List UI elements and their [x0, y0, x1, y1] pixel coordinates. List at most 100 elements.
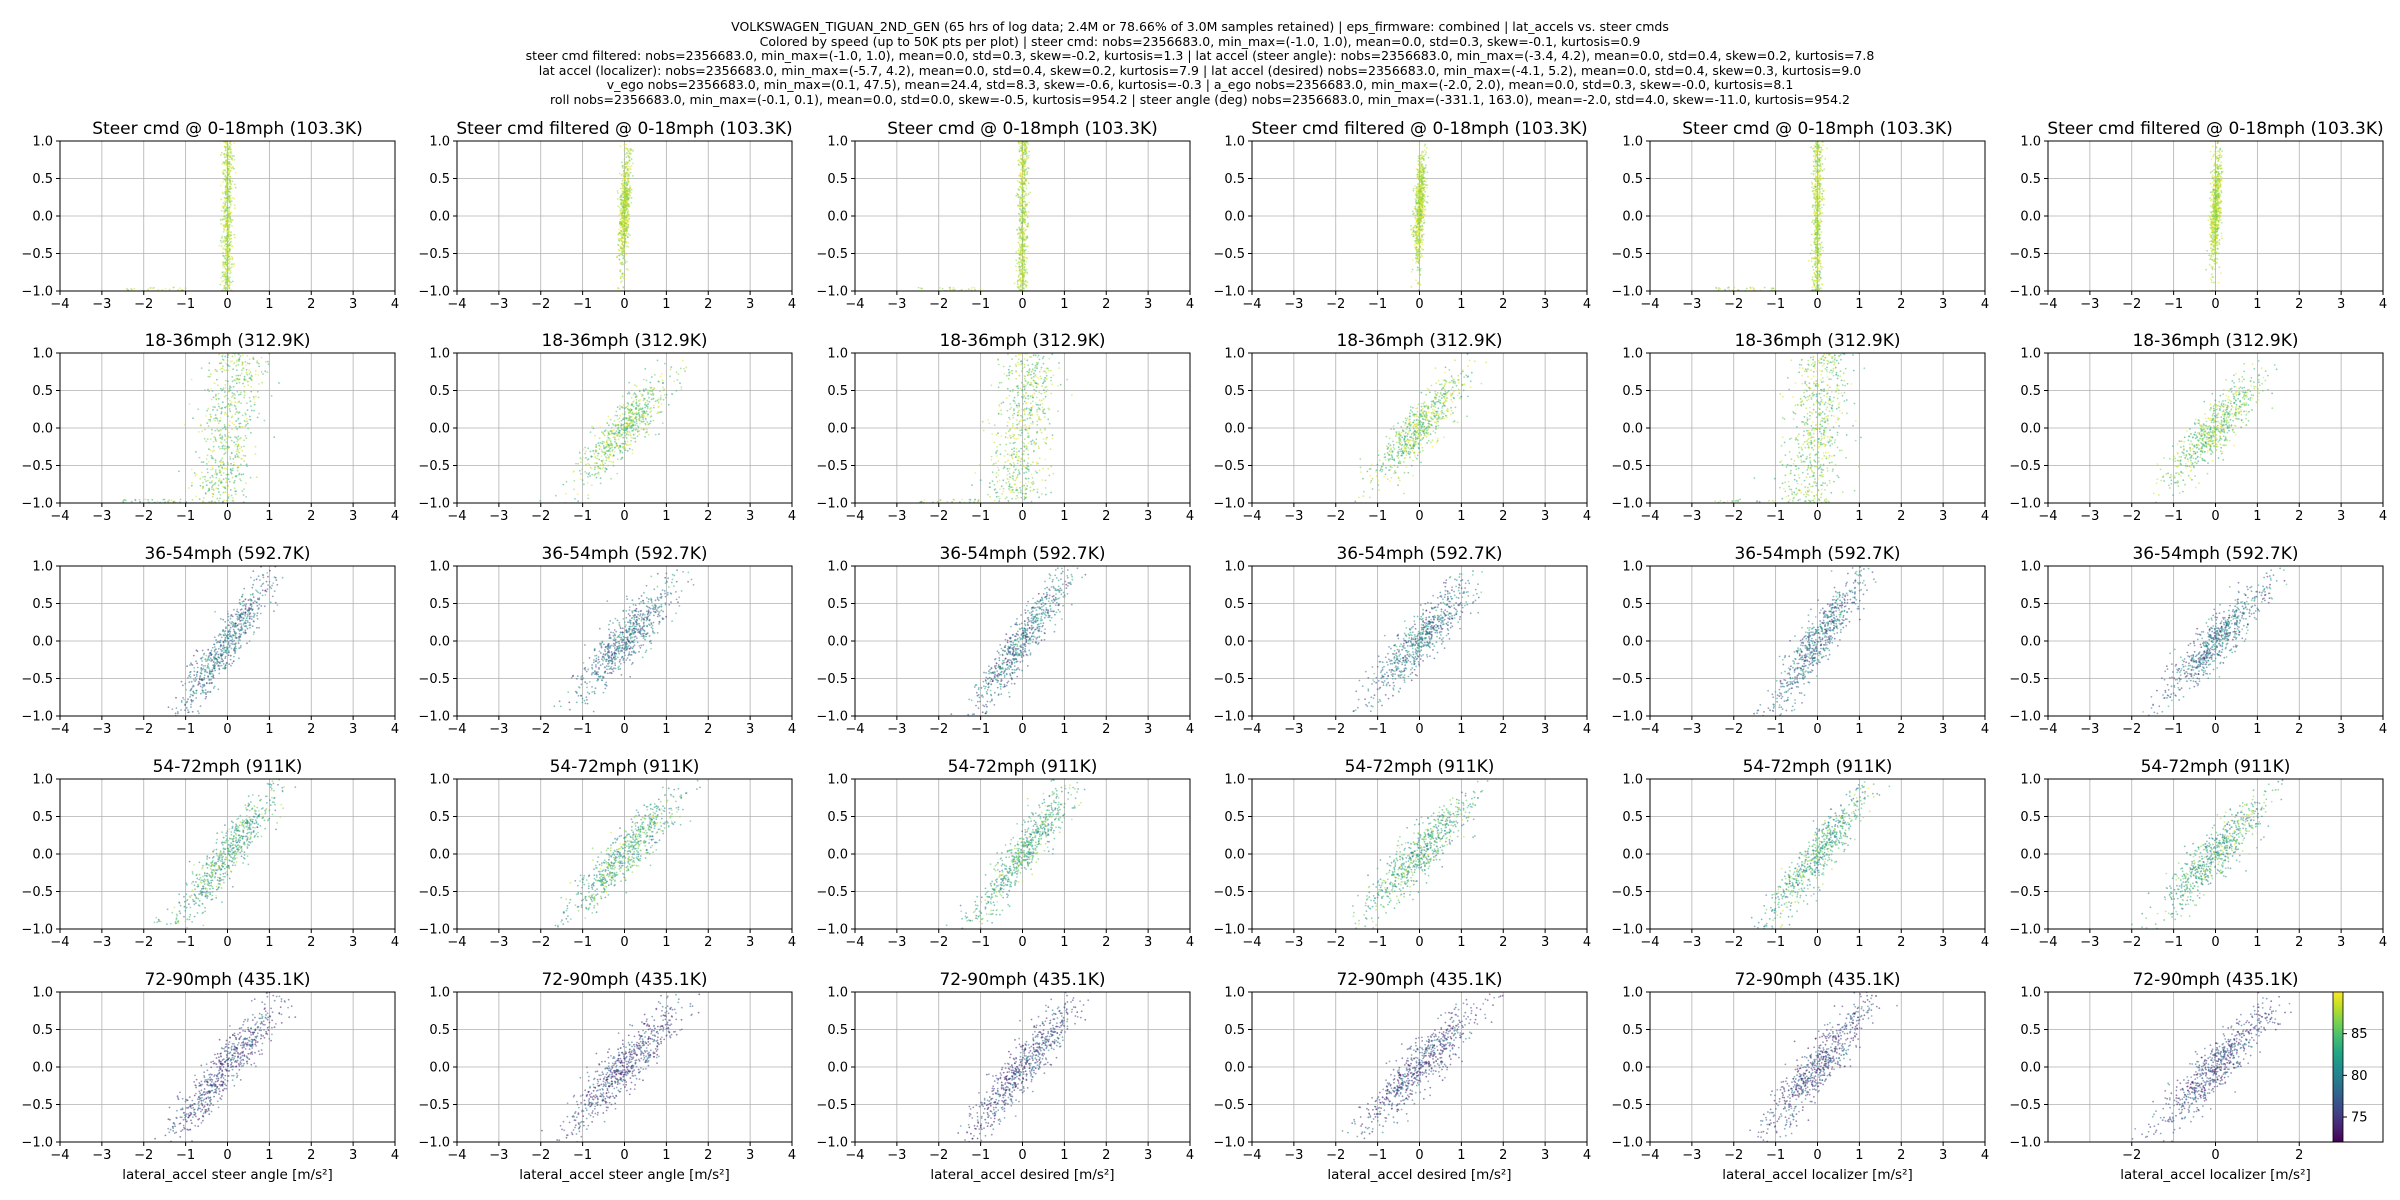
- scatter-point: [1023, 238, 1026, 241]
- scatter-point: [624, 252, 627, 255]
- scatter-point: [245, 417, 248, 420]
- scatter-point: [1028, 150, 1031, 153]
- scatter-point: [2214, 193, 2217, 196]
- scatter-point: [220, 429, 222, 431]
- scatter-point: [2209, 150, 2212, 153]
- x-tick-label: 4: [1583, 297, 1591, 312]
- scatter-point: [224, 275, 227, 277]
- scatter-point: [1819, 254, 1822, 257]
- scatter-point: [630, 152, 632, 155]
- scatter-point: [225, 179, 228, 181]
- scatter-point: [1023, 162, 1026, 165]
- scatter-point: [632, 150, 634, 152]
- y-tick-label: 0.0: [32, 210, 53, 225]
- scatter-point: [1421, 200, 1424, 202]
- scatter-point: [1018, 218, 1021, 221]
- scatter-point: [2218, 173, 2221, 176]
- scatter-point: [1423, 144, 1426, 147]
- scatter-point: [624, 223, 627, 226]
- scatter-point: [623, 158, 626, 161]
- scatter-point: [1815, 270, 1818, 273]
- scatter-point: [1415, 230, 1418, 233]
- scatter-point: [1019, 201, 1022, 204]
- x-tick-label: 3: [1144, 297, 1152, 312]
- scatter-point: [1814, 288, 1816, 291]
- x-tick-label: 0: [1415, 297, 1423, 312]
- scatter-point: [219, 387, 222, 390]
- scatter-point: [229, 169, 232, 172]
- scatter-point: [224, 435, 227, 438]
- scatter-point: [225, 180, 227, 183]
- scatter-point: [1417, 221, 1420, 224]
- scatter-point: [211, 493, 214, 495]
- scatter-point: [239, 437, 241, 440]
- scatter-point: [2214, 198, 2217, 200]
- scatter-point: [1420, 164, 1423, 167]
- scatter-point: [226, 152, 229, 155]
- scatter-point: [214, 369, 217, 372]
- scatter-point: [621, 272, 624, 275]
- scatter-point: [224, 452, 227, 454]
- scatter-point: [238, 401, 241, 403]
- scatter-point: [223, 212, 226, 215]
- scatter-point: [627, 218, 630, 221]
- scatter-point: [2221, 237, 2223, 240]
- scatter-point: [1414, 234, 1416, 237]
- scatter-point: [2215, 145, 2218, 148]
- scatter-point: [1018, 267, 1021, 270]
- scatter-point: [622, 216, 625, 219]
- figure-suptitle: VOLKSWAGEN_TIGUAN_2ND_GEN (65 hrs of log…: [0, 19, 2400, 108]
- scatter-point: [224, 257, 226, 260]
- scatter-point: [153, 286, 156, 289]
- scatter-point: [231, 422, 234, 424]
- scatter-point: [1417, 262, 1420, 265]
- scatter-point: [1817, 262, 1820, 265]
- scatter-point: [1419, 210, 1422, 213]
- scatter-point: [1022, 156, 1025, 159]
- scatter-point: [228, 211, 231, 213]
- scatter-point: [2214, 268, 2217, 271]
- scatter-point: [138, 498, 141, 501]
- scatter-point: [2211, 228, 2213, 231]
- scatter-point: [229, 150, 232, 153]
- scatter-point: [1420, 195, 1423, 198]
- scatter-point: [619, 261, 622, 264]
- scatter-point: [1015, 251, 1018, 253]
- scatter-point: [236, 455, 239, 458]
- scatter-point: [1417, 209, 1420, 212]
- y-tick-label: −1.0: [1611, 285, 1643, 300]
- scatter-point: [1422, 172, 1425, 175]
- scatter-point: [233, 445, 236, 447]
- scatter-point: [228, 187, 231, 190]
- scatter-point: [2214, 164, 2216, 167]
- scatter-point: [218, 407, 221, 409]
- scatter-point: [623, 210, 625, 213]
- scatter-point: [225, 225, 228, 228]
- scatter-point: [237, 465, 240, 468]
- scatter-point: [230, 266, 233, 269]
- scatter-point: [226, 175, 229, 178]
- scatter-point: [623, 224, 626, 227]
- scatter-point: [229, 231, 231, 234]
- scatter-point: [230, 289, 233, 291]
- scatter-point: [2205, 268, 2208, 271]
- x-tick-label: −3: [489, 297, 508, 312]
- scatter-point: [1015, 269, 1018, 272]
- scatter-point: [231, 428, 233, 431]
- scatter-point: [1015, 259, 1018, 262]
- scatter-point: [624, 221, 627, 224]
- scatter-point: [617, 192, 619, 194]
- scatter-point: [1811, 265, 1814, 268]
- scatter-point: [2215, 203, 2218, 206]
- subplot-r0-c0: Steer cmd @ 0-18mph (103.3K)−4 −3 −2 −1 0 1 2 3…: [21, 119, 399, 312]
- scatter-point: [623, 226, 625, 229]
- scatter-point: [1027, 182, 1030, 185]
- scatter-point: [256, 416, 259, 419]
- scatter-point: [952, 288, 955, 291]
- x-tick-label: 2: [1499, 297, 1507, 312]
- scatter-point: [1412, 212, 1415, 215]
- scatter-point: [257, 362, 260, 365]
- scatter-point: [1418, 163, 1420, 165]
- scatter-point: [1417, 251, 1419, 253]
- scatter-point: [225, 184, 228, 187]
